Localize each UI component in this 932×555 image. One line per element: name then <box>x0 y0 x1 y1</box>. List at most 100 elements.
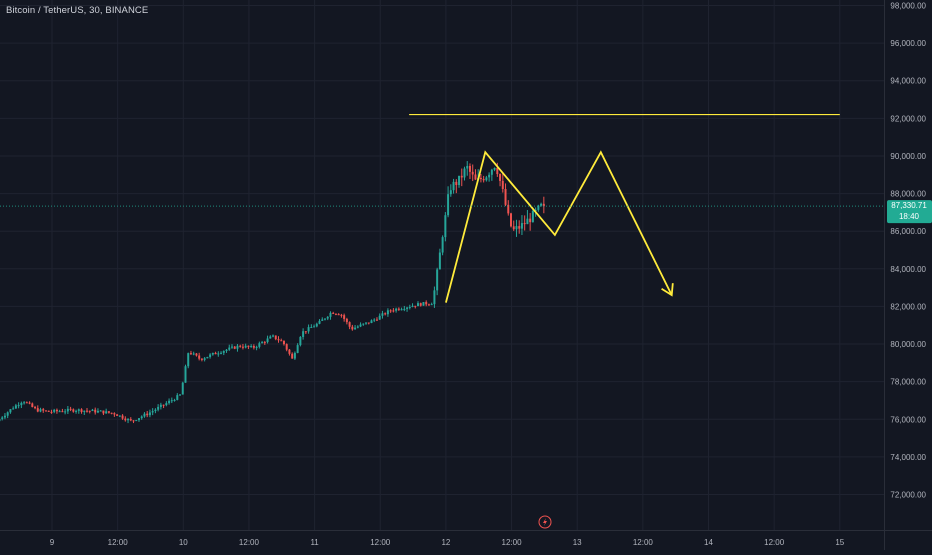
candle-body <box>160 405 162 407</box>
candle-body <box>45 411 47 412</box>
candle-body <box>174 400 176 401</box>
candle-body <box>258 343 260 347</box>
candle-body <box>277 339 279 340</box>
candle-body <box>370 320 372 323</box>
candle-body <box>401 309 403 310</box>
candle-body <box>59 411 61 412</box>
candle-body <box>253 346 255 348</box>
candle-body <box>398 309 400 310</box>
candle-body <box>141 416 143 418</box>
candle-body <box>360 324 362 326</box>
candle-body <box>1 417 3 418</box>
candle-body <box>368 322 370 323</box>
y-tick-label: 94,000.00 <box>890 77 926 86</box>
candle-body <box>420 303 422 306</box>
candle-body <box>176 395 178 400</box>
candle-body <box>496 168 498 174</box>
candle-body <box>226 350 228 351</box>
y-tick-label: 98,000.00 <box>890 2 926 11</box>
candle-body <box>431 304 433 305</box>
x-tick-label: 10 <box>179 538 188 547</box>
candle-body <box>70 409 72 410</box>
candle-body <box>327 317 329 319</box>
candle-body <box>56 410 58 411</box>
y-tick-label: 80,000.00 <box>890 340 926 349</box>
candle-body <box>9 409 11 412</box>
candle-body <box>223 351 225 353</box>
candle-body <box>86 411 88 412</box>
candle-body <box>439 253 441 270</box>
candle-body <box>376 320 378 321</box>
last-price-label: 87,330.71 <box>891 201 927 210</box>
candle-body <box>412 306 414 307</box>
candle-body <box>4 416 6 418</box>
candle-body <box>308 327 310 331</box>
candle-body <box>365 322 367 323</box>
candle-body <box>390 310 392 311</box>
x-tick-label: 12:00 <box>764 538 785 547</box>
candle-body <box>113 413 115 414</box>
candle-body <box>461 176 463 178</box>
candle-body <box>422 302 424 306</box>
candle-body <box>302 331 304 337</box>
candle-body <box>305 331 307 332</box>
candle-body <box>343 315 345 319</box>
candle-body <box>119 416 121 417</box>
candle-body <box>31 404 33 407</box>
x-tick-label: 12:00 <box>633 538 654 547</box>
candle-body <box>316 324 318 327</box>
candle-body <box>81 409 83 412</box>
candle-body <box>212 353 214 355</box>
candle-body <box>540 204 542 206</box>
candle-body <box>532 211 534 222</box>
candle-body <box>201 359 203 360</box>
candle-body <box>220 353 222 354</box>
candle-body <box>502 181 504 189</box>
candle-body <box>357 326 359 327</box>
candle-body <box>499 174 501 181</box>
candle-body <box>127 419 129 420</box>
candle-body <box>171 400 173 401</box>
y-tick-label: 82,000.00 <box>890 302 926 311</box>
candle-body <box>111 413 113 414</box>
candle-body <box>444 215 446 237</box>
x-tick-label: 12:00 <box>502 538 523 547</box>
candle-body <box>133 420 135 421</box>
candle-body <box>184 366 186 382</box>
candle-body <box>163 405 165 406</box>
candle-body <box>179 395 181 396</box>
candle-body <box>379 316 381 320</box>
candle-body <box>42 409 44 410</box>
candle-body <box>455 182 457 185</box>
candle-body <box>100 411 102 412</box>
candle-body <box>335 314 337 315</box>
candle-body <box>15 405 17 408</box>
x-tick-label: 11 <box>310 538 319 547</box>
candle-body <box>53 410 55 412</box>
candle-body <box>480 178 482 179</box>
candle-body <box>102 411 104 414</box>
candle-body <box>414 306 416 307</box>
candle-body <box>152 411 154 412</box>
candle-body <box>458 176 460 185</box>
y-tick-label: 84,000.00 <box>890 265 926 274</box>
candle-body <box>406 308 408 309</box>
candle-body <box>7 412 9 415</box>
candle-body <box>190 353 192 354</box>
candle-body <box>209 355 211 357</box>
candle-body <box>198 356 200 359</box>
candle-body <box>310 327 312 328</box>
candle-body <box>425 302 427 304</box>
y-tick-label: 74,000.00 <box>890 453 926 462</box>
candle-body <box>154 410 156 411</box>
candle-body <box>231 347 233 348</box>
symbol-title: Bitcoin / TetherUS, 30, BINANCE <box>6 5 148 16</box>
candle-body <box>272 335 274 336</box>
y-tick-label: 76,000.00 <box>890 415 926 424</box>
candle-body <box>187 353 189 366</box>
candle-body <box>157 407 159 410</box>
candle-body <box>124 419 126 421</box>
candle-body <box>97 411 99 413</box>
